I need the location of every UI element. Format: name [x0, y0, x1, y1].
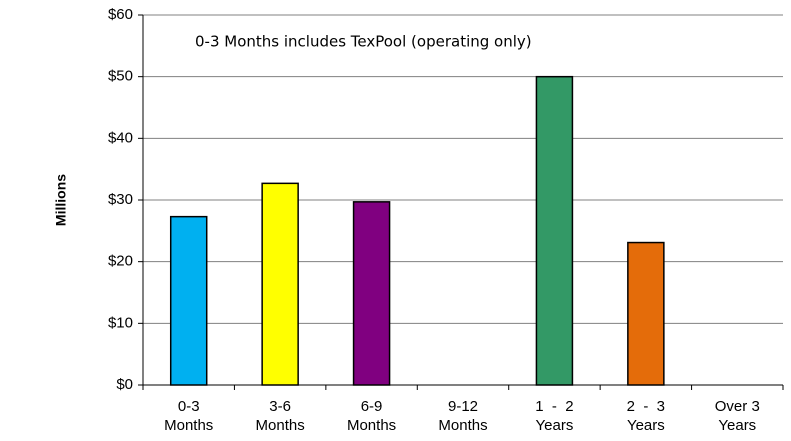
y-axis-title: Millions	[53, 174, 69, 226]
x-tick-label: Over 3 Years	[715, 398, 760, 434]
bar	[169, 215, 208, 386]
y-tick-label: $20	[108, 253, 133, 270]
y-tick-label: $30	[108, 191, 133, 208]
bar	[627, 241, 665, 386]
bar	[352, 201, 391, 386]
x-tick-label: 3-6 Months	[256, 398, 305, 434]
annotation: 0-3 Months includes TexPool (operating o…	[195, 33, 532, 51]
y-tick-label: $10	[108, 314, 133, 331]
y-tick-label: $60	[108, 6, 133, 23]
y-tick-label: $0	[116, 376, 133, 393]
y-tick-label: $40	[108, 129, 133, 146]
x-tick-label: 1 - 2 Years	[535, 398, 573, 434]
bar	[261, 182, 299, 386]
x-tick-label: 2 - 3 Years	[627, 398, 665, 434]
y-tick-label: $50	[108, 68, 133, 85]
x-tick-label: 6-9 Months	[347, 398, 396, 434]
x-tick-label: 0-3 Months	[164, 398, 213, 434]
bar	[535, 75, 574, 386]
x-tick-label: 9-12 Months	[438, 398, 487, 434]
